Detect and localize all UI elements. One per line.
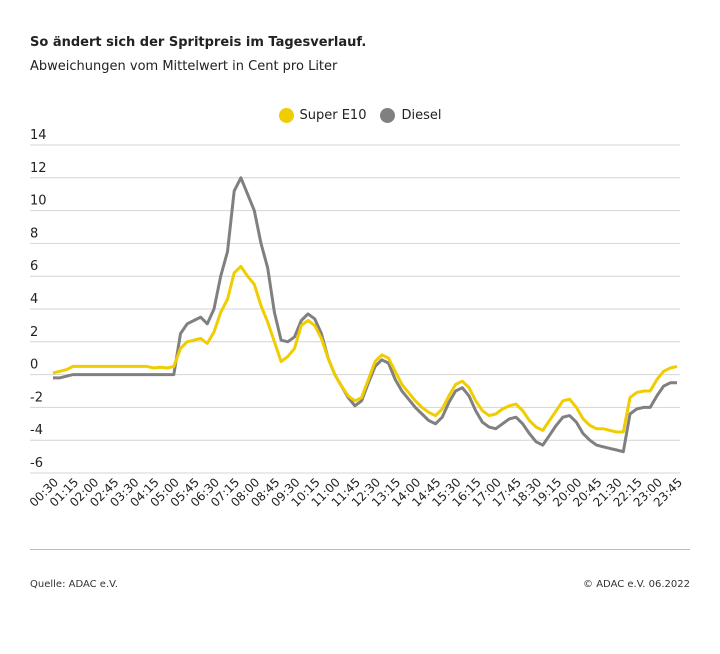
y-tick-label: 6 [30,259,38,274]
legend-marker-diesel [380,108,396,123]
footer-divider [30,549,690,550]
series-line-diesel [53,176,677,454]
y-tick-label: 12 [30,161,47,176]
y-tick-label: 14 [30,128,47,143]
y-tick-label: 8 [30,226,38,241]
legend-label-diesel: Diesel [401,108,442,123]
y-tick-label: 4 [30,292,38,307]
y-tick-label: 10 [30,194,47,209]
legend: Super E10 Diesel [0,108,720,123]
y-tick-label: 0 [30,358,38,373]
y-tick-label: 2 [30,325,38,340]
copyright-note: © ADAC e.V. 06.2022 [583,579,690,590]
y-tick-label: -6 [30,456,43,471]
y-tick-label: -4 [30,423,43,438]
legend-item-e10: Super E10 [278,108,367,123]
y-tick-label: -2 [30,390,43,405]
legend-label-e10: Super E10 [299,108,367,123]
chart-title: So ändert sich der Spritpreis im Tagesve… [30,35,367,50]
legend-marker-e10 [278,108,294,123]
legend-item-diesel: Diesel [380,108,442,123]
source-note: Quelle: ADAC e.V. [30,579,118,590]
series-line-e10 [52,264,678,434]
chart-subtitle: Abweichungen vom Mittelwert in Cent pro … [30,59,338,74]
